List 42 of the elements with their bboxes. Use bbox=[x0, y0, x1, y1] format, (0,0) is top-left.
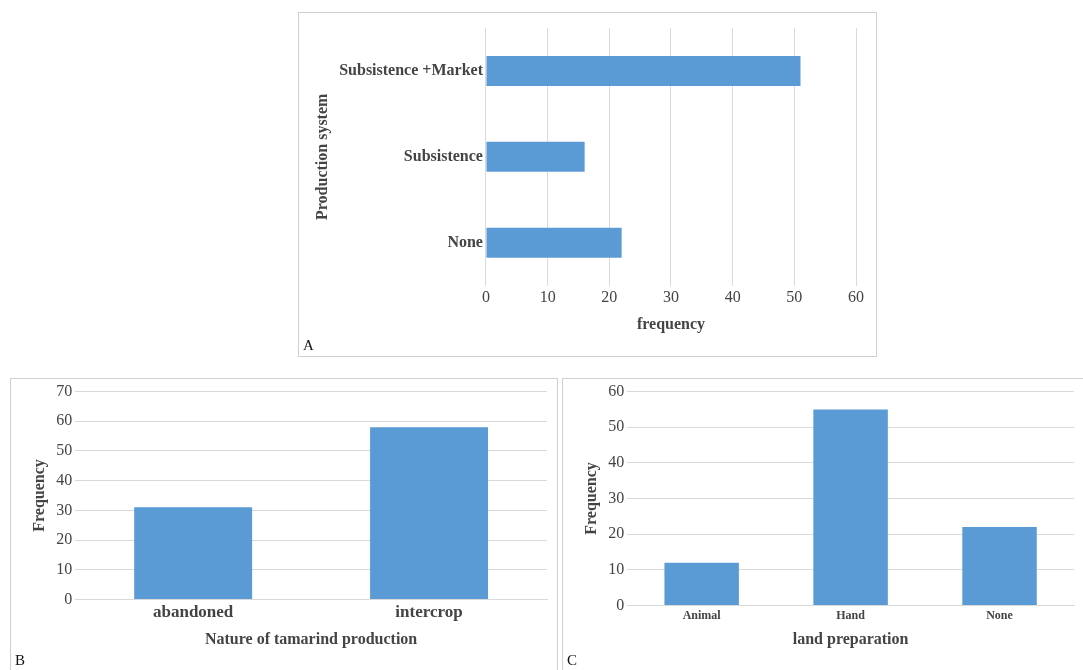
y-tick-label: 40 bbox=[56, 470, 73, 488]
y-tick-label: 10 bbox=[608, 559, 625, 577]
y-tick-label: 20 bbox=[56, 530, 73, 548]
text: C bbox=[567, 652, 578, 669]
text: A bbox=[303, 337, 314, 354]
bar bbox=[486, 141, 585, 172]
x-axis-title: frequency bbox=[636, 314, 706, 333]
y-tick-label: 60 bbox=[56, 411, 73, 429]
y-tick-label: 50 bbox=[56, 441, 73, 459]
x-tick-label: 10 bbox=[539, 288, 556, 306]
x-tick-label: intercrop bbox=[395, 601, 463, 621]
y-tick-label: 0 bbox=[64, 589, 73, 607]
x-tick-label: 60 bbox=[848, 288, 864, 306]
y-axis-title: Production system bbox=[312, 92, 331, 220]
x-tick-label: 40 bbox=[724, 288, 741, 306]
y-tick-label: 40 bbox=[608, 453, 625, 471]
y-tick-label: 50 bbox=[608, 417, 625, 435]
x-tick-label: Animal bbox=[682, 607, 722, 622]
x-tick-label: 30 bbox=[662, 288, 679, 306]
x-tick-label: None bbox=[986, 607, 1014, 622]
x-tick-label: Hand bbox=[836, 607, 866, 622]
x-axis-title: Nature of tamarind production bbox=[204, 629, 418, 648]
y-tick-label: Subsistence +Market bbox=[339, 61, 484, 79]
x-tick-label: abandoned bbox=[152, 601, 234, 621]
y-axis-title: Frequency bbox=[581, 462, 600, 535]
bar bbox=[664, 562, 739, 605]
x-tick-label: 50 bbox=[786, 288, 803, 306]
text: B bbox=[15, 652, 26, 669]
y-tick-label: 20 bbox=[608, 524, 625, 542]
y-axis-title: Frequency bbox=[29, 459, 48, 532]
bar bbox=[962, 527, 1037, 605]
y-tick-label: 30 bbox=[608, 488, 625, 506]
y-tick-label: 10 bbox=[56, 559, 73, 577]
y-tick-label: 30 bbox=[56, 500, 73, 518]
y-tick-label: 60 bbox=[608, 381, 625, 399]
y-tick-label: 70 bbox=[56, 381, 73, 399]
bar bbox=[486, 227, 622, 258]
y-tick-label: Subsistence bbox=[403, 146, 483, 164]
bar bbox=[486, 55, 801, 86]
y-tick-label: None bbox=[447, 232, 483, 250]
bar bbox=[813, 409, 888, 605]
x-axis-title: land preparation bbox=[792, 629, 909, 648]
